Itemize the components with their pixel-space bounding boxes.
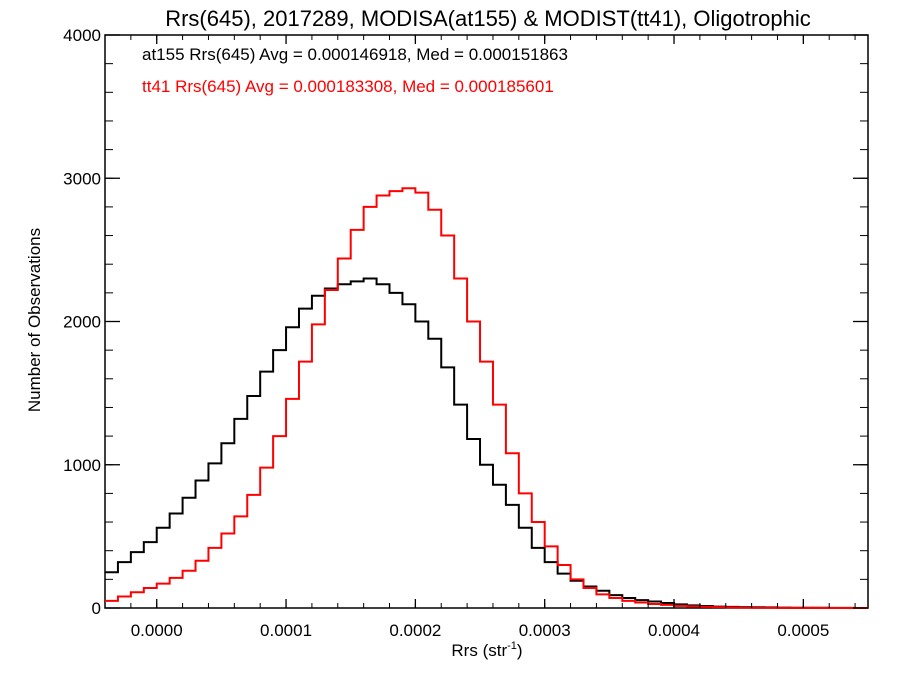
y-tick-label: 2000: [63, 313, 101, 332]
y-axis-title: Number of Observations: [25, 228, 44, 412]
y-tick-label: 1000: [63, 456, 101, 475]
x-tick-label: 0.0004: [648, 621, 700, 640]
chart-title: Rrs(645), 2017289, MODISA(at155) & MODIS…: [165, 6, 811, 31]
series-line-at155: [105, 277, 868, 609]
x-tick-label: 0.0000: [131, 621, 183, 640]
x-axis-title-superscript: -1: [507, 640, 517, 652]
y-tick-label: 3000: [63, 169, 101, 188]
x-tick-label: 0.0001: [260, 621, 312, 640]
y-tick-label: 0: [92, 599, 101, 618]
annotation-at155-stats: at155 Rrs(645) Avg = 0.000146918, Med = …: [142, 45, 568, 64]
series-line-tt41: [105, 187, 868, 609]
x-tick-label: 0.0002: [389, 621, 441, 640]
annotation-tt41-stats: tt41 Rrs(645) Avg = 0.000183308, Med = 0…: [142, 77, 554, 96]
axis-layer: 0.0000 0.0001 0.0002 0.0003 0.0004 0.0005 0 100…: [63, 26, 868, 640]
plot-frame: [104, 34, 869, 609]
plot-area: [104, 34, 869, 609]
x-axis-title-end: ): [517, 641, 523, 660]
series-layer: [105, 187, 868, 609]
x-tick-label: 0.0003: [519, 621, 571, 640]
x-tick-label: 0.0005: [777, 621, 829, 640]
x-axis-title-main: Rrs (str: [451, 641, 507, 660]
x-axis-title: Rrs (str-1): [451, 640, 522, 660]
y-tick-label: 4000: [63, 26, 101, 45]
